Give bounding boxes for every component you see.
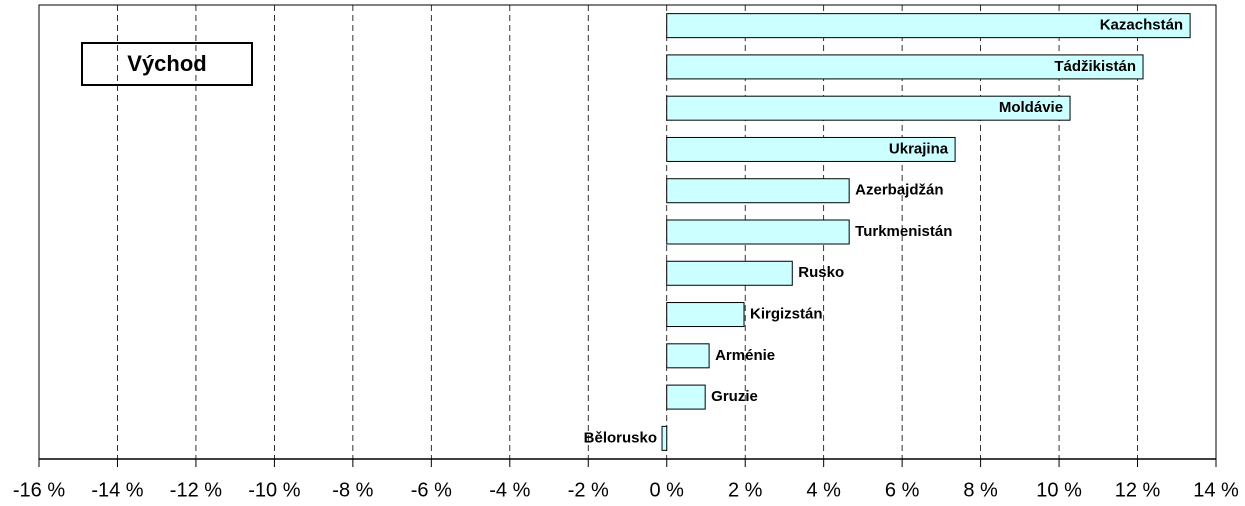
bar xyxy=(666,136,956,162)
bar-label: Kirgizstán xyxy=(750,306,823,323)
bar xyxy=(666,219,850,245)
x-tick-label: -8 % xyxy=(332,479,373,501)
x-tick-label: -12 % xyxy=(170,479,222,501)
x-tick-label: -16 % xyxy=(13,479,65,501)
x-tick-label: 10 % xyxy=(1036,479,1082,501)
x-tick-label: -10 % xyxy=(248,479,300,501)
bar-label: Arménie xyxy=(715,347,775,364)
x-tick-label: 12 % xyxy=(1115,479,1161,501)
bar xyxy=(666,384,706,410)
bar-label: Rusko xyxy=(798,264,844,281)
x-tick-label: 6 % xyxy=(885,479,920,501)
x-tick-label: -6 % xyxy=(411,479,452,501)
bar-label: Kazachstán xyxy=(1100,17,1183,34)
x-tick-label: -2 % xyxy=(568,479,609,501)
x-tick-label: -14 % xyxy=(91,479,143,501)
bar xyxy=(666,95,1071,121)
title-box xyxy=(81,42,253,86)
bar-label: Tádžikistán xyxy=(1054,58,1136,75)
chart-title: Východ xyxy=(127,51,206,76)
x-tick-label: 0 % xyxy=(649,479,684,501)
bar-label: Turkmenistán xyxy=(855,223,952,240)
bar xyxy=(661,425,668,451)
bar xyxy=(666,260,793,286)
x-tick-label: 2 % xyxy=(728,479,763,501)
bar xyxy=(666,13,1191,39)
bar xyxy=(666,302,745,328)
x-tick-label: 4 % xyxy=(806,479,841,501)
bar-label: Moldávie xyxy=(999,99,1063,116)
bar-label: Azerbajdžán xyxy=(855,182,943,199)
bar-label: Bělorusko xyxy=(584,429,657,446)
x-tick-label: 14 % xyxy=(1193,479,1239,501)
bar xyxy=(666,54,1144,80)
bar-label: Gruzie xyxy=(711,388,758,405)
x-tick-label: -4 % xyxy=(489,479,530,501)
bar-label: Ukrajina xyxy=(889,140,949,157)
x-tick-label: 8 % xyxy=(963,479,998,501)
bar xyxy=(666,178,850,204)
bar xyxy=(666,343,710,369)
